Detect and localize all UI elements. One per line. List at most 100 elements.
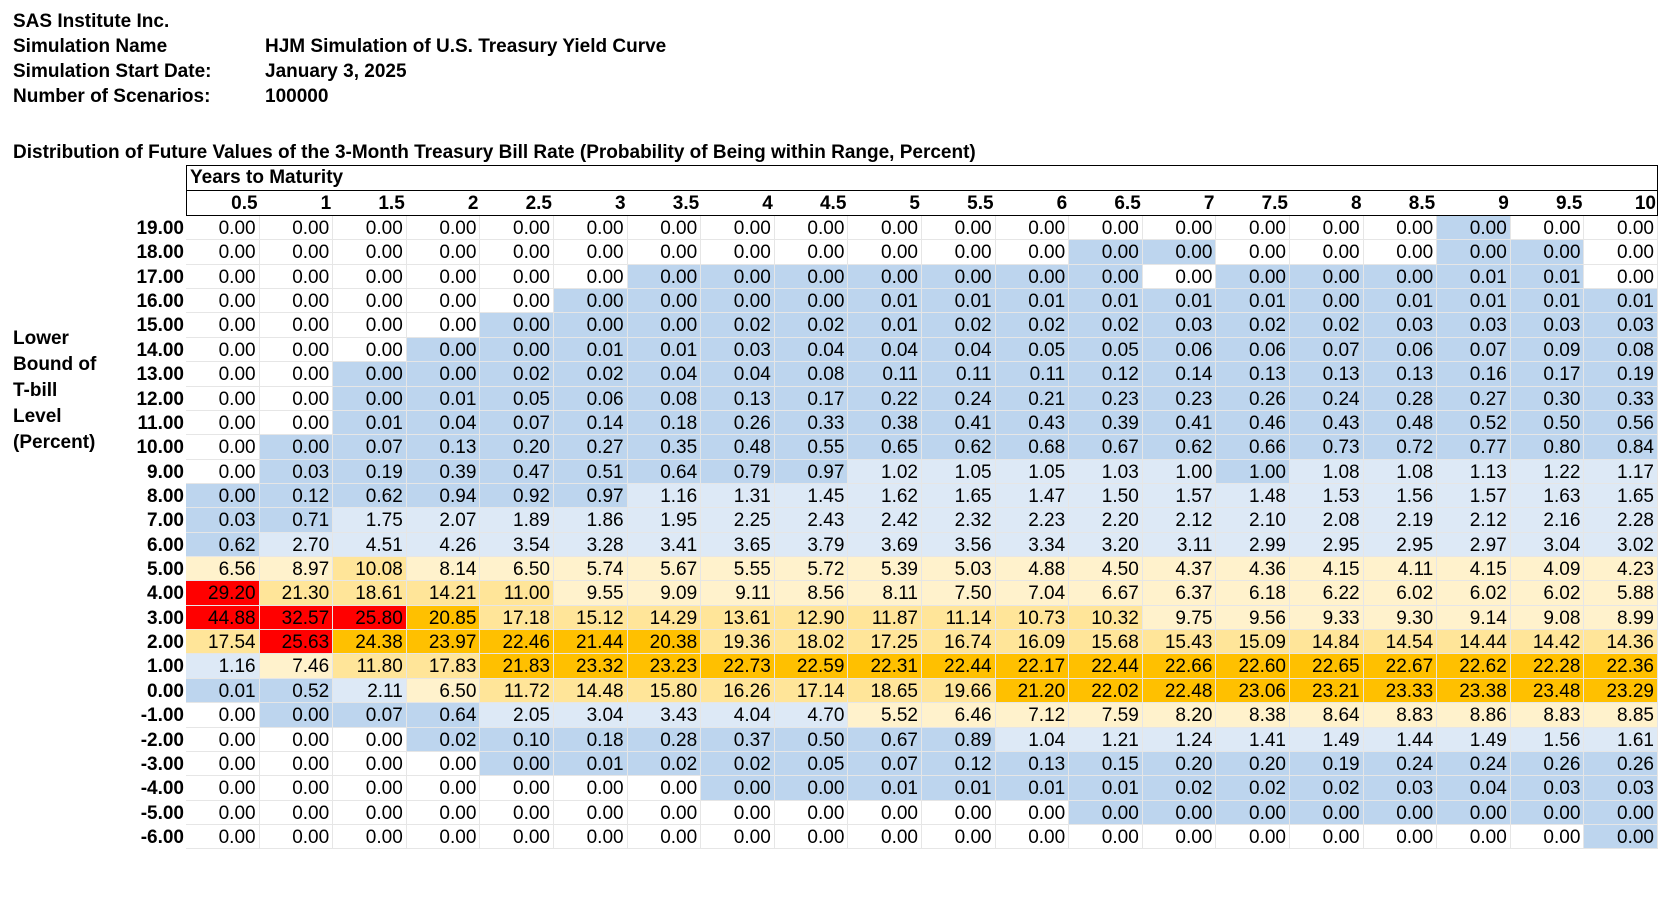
probability-cell[interactable]: 0.00 — [1142, 240, 1217, 265]
probability-cell[interactable]: 0.97 — [554, 483, 628, 509]
probability-cell[interactable]: 0.00 — [186, 483, 260, 509]
probability-cell[interactable]: 0.13 — [1290, 362, 1364, 387]
probability-cell[interactable]: 0.00 — [1363, 240, 1438, 265]
probability-cell[interactable]: 0.00 — [259, 727, 334, 752]
probability-cell[interactable]: 0.26 — [1510, 751, 1585, 777]
probability-cell[interactable]: 0.00 — [774, 776, 849, 801]
probability-cell[interactable]: 0.24 — [1290, 386, 1364, 411]
probability-cell[interactable]: 2.10 — [1216, 508, 1290, 533]
probability-cell[interactable]: 0.19 — [1584, 362, 1658, 387]
probability-cell[interactable]: 0.02 — [922, 313, 996, 338]
probability-cell[interactable]: 17.18 — [480, 605, 554, 631]
probability-cell[interactable]: 1.56 — [1363, 483, 1438, 509]
probability-cell[interactable]: 0.24 — [1363, 751, 1438, 777]
probability-cell[interactable]: 0.51 — [554, 459, 628, 484]
probability-cell[interactable]: 0.00 — [554, 240, 628, 265]
probability-cell[interactable]: 22.31 — [848, 654, 922, 679]
probability-cell[interactable]: 8.20 — [1142, 703, 1217, 728]
probability-cell[interactable]: 0.11 — [848, 362, 922, 387]
probability-cell[interactable]: 0.00 — [922, 800, 996, 825]
probability-cell[interactable]: 0.00 — [186, 289, 260, 314]
probability-cell[interactable]: 4.70 — [774, 703, 849, 728]
probability-cell[interactable]: 4.09 — [1510, 557, 1585, 582]
probability-cell[interactable]: 0.03 — [186, 508, 260, 533]
probability-cell[interactable]: 20.38 — [627, 630, 702, 655]
probability-cell[interactable]: 0.00 — [480, 337, 554, 363]
probability-cell[interactable]: 0.00 — [186, 410, 260, 436]
probability-cell[interactable]: 8.83 — [1510, 703, 1585, 728]
probability-cell[interactable]: 0.00 — [406, 800, 481, 825]
probability-cell[interactable]: 0.00 — [1216, 264, 1290, 290]
probability-cell[interactable]: 0.02 — [1290, 776, 1364, 801]
probability-cell[interactable]: 0.50 — [1510, 410, 1585, 436]
probability-cell[interactable]: 3.54 — [480, 532, 554, 558]
probability-cell[interactable]: 17.54 — [186, 630, 260, 655]
probability-cell[interactable]: 0.04 — [406, 410, 481, 436]
probability-cell[interactable]: 1.57 — [1142, 483, 1217, 509]
probability-cell[interactable]: 0.97 — [774, 459, 849, 484]
probability-cell[interactable]: 3.34 — [995, 532, 1070, 558]
probability-cell[interactable]: 6.56 — [186, 557, 260, 582]
probability-cell[interactable]: 0.12 — [259, 483, 334, 509]
probability-cell[interactable]: 0.00 — [406, 216, 481, 241]
probability-cell[interactable]: 0.00 — [333, 313, 407, 338]
probability-cell[interactable]: 11.87 — [848, 605, 922, 631]
probability-cell[interactable]: 1.41 — [1216, 727, 1290, 752]
probability-cell[interactable]: 0.11 — [922, 362, 996, 387]
probability-cell[interactable]: 9.55 — [554, 581, 628, 606]
probability-cell[interactable]: 0.26 — [1216, 386, 1290, 411]
probability-cell[interactable]: 0.00 — [333, 825, 407, 850]
probability-cell[interactable]: 0.00 — [1142, 800, 1217, 825]
probability-cell[interactable]: 0.00 — [1363, 825, 1438, 850]
probability-cell[interactable]: 0.00 — [1584, 264, 1658, 290]
probability-cell[interactable]: 0.02 — [701, 751, 775, 777]
probability-cell[interactable]: 2.23 — [995, 508, 1070, 533]
probability-cell[interactable]: 0.01 — [1363, 289, 1438, 314]
probability-cell[interactable]: 0.00 — [848, 800, 922, 825]
probability-cell[interactable]: 0.00 — [1510, 240, 1585, 265]
probability-cell[interactable]: 0.00 — [186, 313, 260, 338]
probability-cell[interactable]: 23.97 — [406, 630, 481, 655]
probability-cell[interactable]: 15.43 — [1142, 630, 1217, 655]
probability-cell[interactable]: 0.00 — [480, 313, 554, 338]
probability-cell[interactable]: 22.48 — [1142, 678, 1217, 704]
probability-cell[interactable]: 5.52 — [848, 703, 922, 728]
probability-cell[interactable]: 0.67 — [1069, 435, 1143, 460]
probability-cell[interactable]: 8.85 — [1584, 703, 1658, 728]
probability-cell[interactable]: 0.28 — [627, 727, 702, 752]
probability-cell[interactable]: 1.61 — [1584, 727, 1658, 752]
probability-cell[interactable]: 0.00 — [186, 727, 260, 752]
probability-cell[interactable]: 0.00 — [1069, 264, 1143, 290]
probability-cell[interactable]: 0.03 — [701, 337, 775, 363]
probability-cell[interactable]: 0.00 — [333, 216, 407, 241]
probability-cell[interactable]: 0.00 — [627, 313, 702, 338]
probability-cell[interactable]: 0.00 — [627, 240, 702, 265]
probability-cell[interactable]: 0.01 — [995, 776, 1070, 801]
probability-cell[interactable]: 0.11 — [995, 362, 1070, 387]
probability-cell[interactable]: 1.95 — [627, 508, 702, 533]
probability-cell[interactable]: 0.00 — [554, 800, 628, 825]
probability-cell[interactable]: 0.46 — [1216, 410, 1290, 436]
probability-cell[interactable]: 2.12 — [1437, 508, 1511, 533]
probability-cell[interactable]: 22.46 — [480, 630, 554, 655]
probability-cell[interactable]: 0.00 — [554, 825, 628, 850]
probability-cell[interactable]: 0.01 — [922, 289, 996, 314]
probability-cell[interactable]: 22.28 — [1510, 654, 1585, 679]
probability-cell[interactable]: 9.30 — [1363, 605, 1438, 631]
probability-cell[interactable]: 0.00 — [406, 362, 481, 387]
probability-cell[interactable]: 2.70 — [259, 532, 334, 558]
probability-cell[interactable]: 0.02 — [774, 313, 849, 338]
probability-cell[interactable]: 44.88 — [186, 605, 260, 631]
probability-cell[interactable]: 0.00 — [1584, 800, 1658, 825]
probability-cell[interactable]: 0.00 — [333, 264, 407, 290]
probability-cell[interactable]: 0.00 — [406, 289, 481, 314]
probability-cell[interactable]: 0.00 — [259, 751, 334, 777]
probability-cell[interactable]: 9.11 — [701, 581, 775, 606]
probability-cell[interactable]: 7.04 — [995, 581, 1070, 606]
probability-cell[interactable]: 15.80 — [627, 678, 702, 704]
probability-cell[interactable]: 0.00 — [186, 337, 260, 363]
probability-cell[interactable]: 0.00 — [1437, 216, 1511, 241]
probability-cell[interactable]: 0.00 — [774, 289, 849, 314]
probability-cell[interactable]: 23.21 — [1290, 678, 1364, 704]
probability-cell[interactable]: 0.00 — [922, 216, 996, 241]
